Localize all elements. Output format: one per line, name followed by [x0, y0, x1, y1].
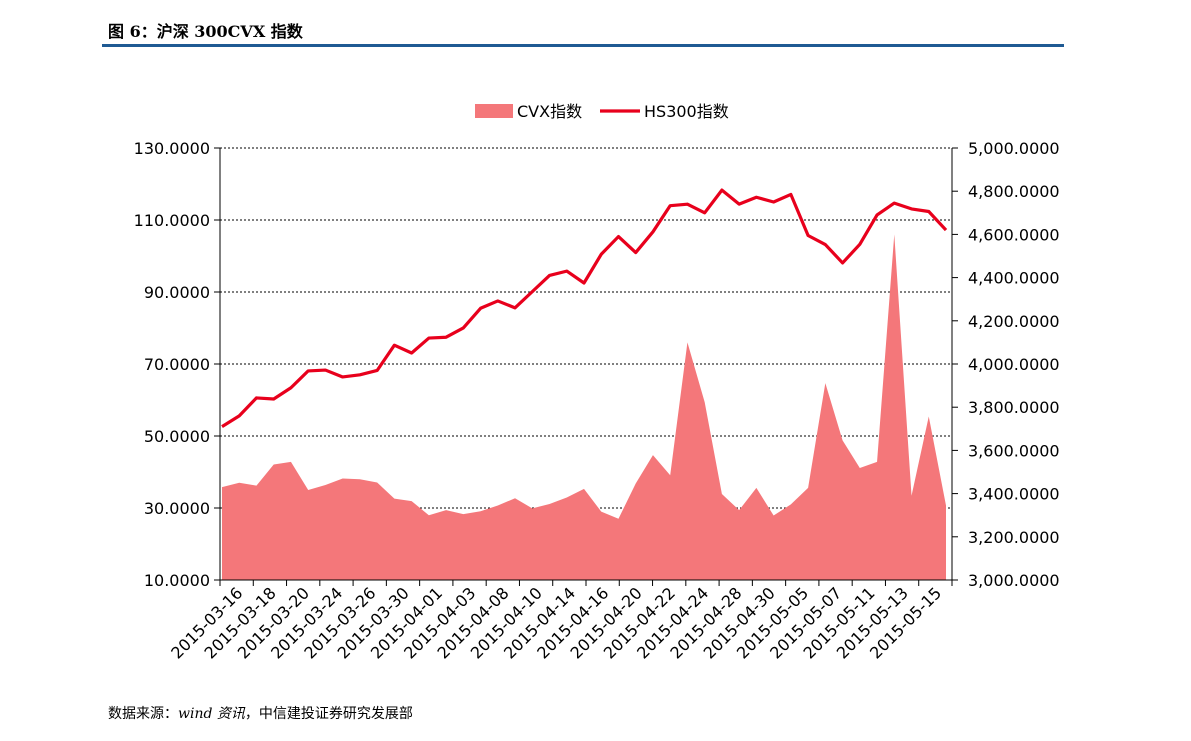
- legend-swatch-cvx: [475, 104, 513, 118]
- right-tick-label: 3,000.0000: [968, 571, 1060, 590]
- grid-lines: [220, 147, 952, 509]
- line-series-layer: [221, 188, 948, 428]
- legend-label-hs300: HS300指数: [644, 102, 729, 121]
- right-tick-label: 3,600.0000: [968, 441, 1060, 460]
- right-tick-label: 3,800.0000: [968, 398, 1060, 417]
- x-axis-ticks: 2015-03-162015-03-182015-03-202015-03-24…: [167, 580, 953, 663]
- right-tick-label: 3,400.0000: [968, 485, 1060, 504]
- right-tick-label: 4,000.0000: [968, 355, 1060, 374]
- cvx-area: [222, 234, 946, 580]
- right-tick-label: 4,600.0000: [968, 225, 1060, 244]
- source-suffix: ，中信建投证券研究发展部: [244, 706, 413, 722]
- legend: CVX指数 HS300指数: [475, 102, 729, 121]
- left-tick-label: 90.0000: [144, 283, 210, 302]
- right-tick-label: 5,000.0000: [968, 139, 1060, 158]
- left-tick-label: 10.0000: [144, 571, 210, 590]
- left-tick-label: 70.0000: [144, 355, 210, 374]
- source-prefix: 数据来源：: [108, 706, 178, 722]
- right-axis-ticks: 5,000.0000 4,800.0000 4,600.0000 4,400.0000…: [952, 139, 1060, 590]
- right-tick-label: 4,200.0000: [968, 312, 1060, 331]
- title-rule: [102, 44, 1064, 47]
- source-name: wind 资讯: [178, 706, 245, 722]
- figure-title: 图 6：沪深 300CVX 指数: [108, 22, 303, 41]
- left-tick-label: 130.0000: [134, 139, 210, 158]
- area-series-layer: [222, 234, 946, 580]
- left-tick-label: 30.0000: [144, 499, 210, 518]
- legend-label-cvx: CVX指数: [517, 102, 582, 121]
- right-tick-label: 3,200.0000: [968, 528, 1060, 547]
- right-tick-label: 4,400.0000: [968, 269, 1060, 288]
- right-tick-label: 4,800.0000: [968, 182, 1060, 201]
- left-axis-ticks: 130.0000 110.0000 90.0000 70.0000 50.0000 30.…: [134, 139, 220, 590]
- source-note: 数据来源：wind 资讯，中信建投证券研究发展部: [108, 703, 413, 723]
- left-tick-label: 110.0000: [134, 211, 210, 230]
- hs300-line: [221, 188, 948, 428]
- left-tick-label: 50.0000: [144, 427, 210, 446]
